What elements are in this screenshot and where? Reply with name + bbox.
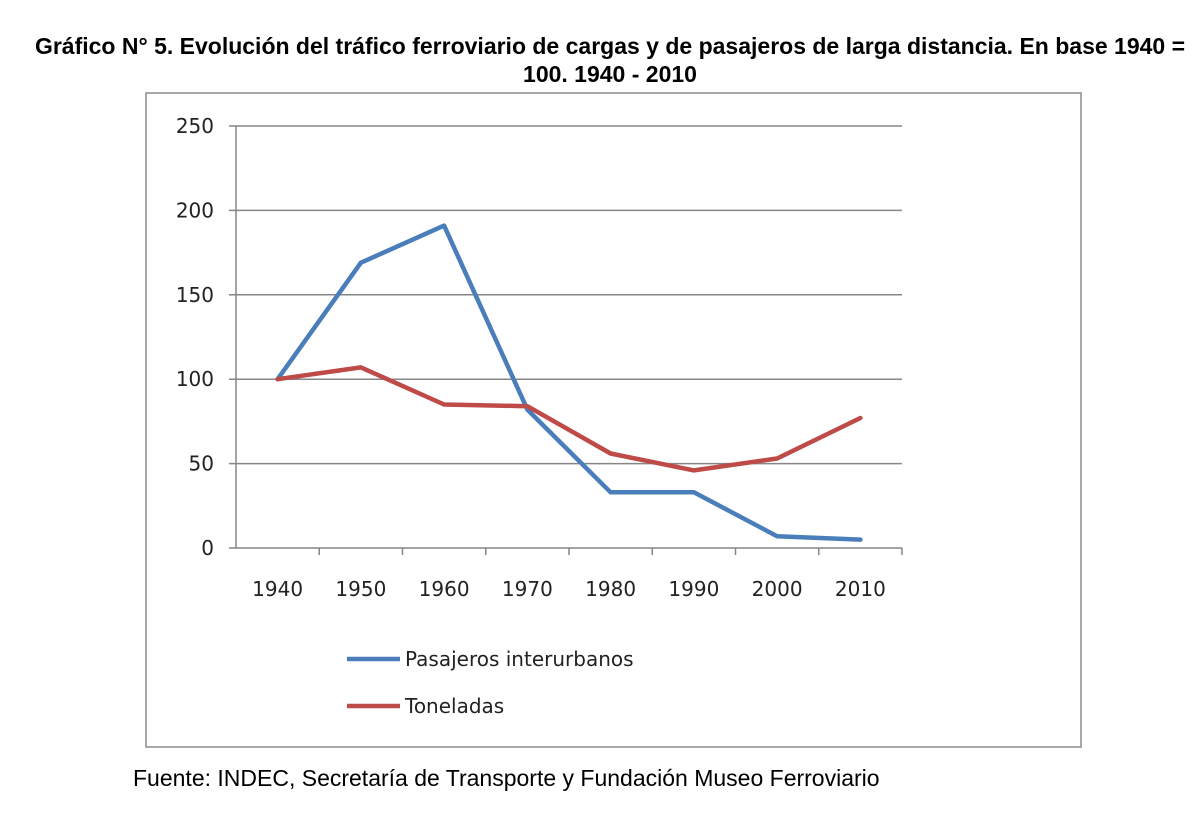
- series-line-2: [275, 365, 863, 473]
- x-tick-label: 2010: [835, 577, 886, 601]
- y-axis-ticks: 0 50 100 150 200 250: [176, 114, 236, 560]
- x-tick-label: 1940: [252, 577, 303, 601]
- source-note: Fuente: INDEC, Secretaría de Transporte …: [133, 765, 880, 791]
- legend-label: Toneladas: [404, 694, 504, 718]
- chart-title: Gráfico N° 5. Evolución del tráfico ferr…: [34, 33, 1186, 87]
- chart-frame: [145, 92, 1082, 748]
- x-tick-label: 1990: [668, 577, 719, 601]
- y-tick-label: 250: [176, 114, 214, 138]
- x-tick-label: 1980: [585, 577, 636, 601]
- y-tick-label: 200: [176, 198, 214, 222]
- y-tick-label: 0: [201, 536, 214, 560]
- series-lines: [275, 223, 863, 542]
- x-tick-label: 1970: [502, 577, 553, 601]
- x-tick-label: 1960: [419, 577, 470, 601]
- x-tick-label: 1950: [335, 577, 386, 601]
- y-tick-label: 100: [176, 367, 214, 391]
- gridlines: [236, 125, 902, 465]
- legend-label: Pasajeros interurbanos: [405, 647, 634, 671]
- y-tick-label: 150: [176, 283, 214, 307]
- y-tick-label: 50: [189, 452, 214, 476]
- x-axis-ticks: 1940 1950 1960 1970 1980 1990 2000 2010: [252, 548, 903, 601]
- legend: Pasajeros interurbanos Toneladas: [347, 647, 634, 718]
- x-tick-label: 2000: [752, 577, 803, 601]
- series-line-1: [275, 223, 863, 542]
